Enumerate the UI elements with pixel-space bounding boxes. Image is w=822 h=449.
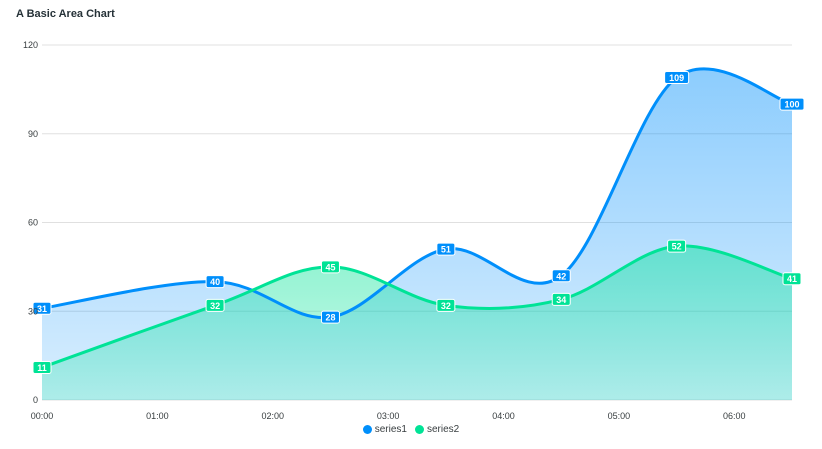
- x-tick-label: 04:00: [492, 411, 515, 421]
- y-tick-label: 30: [28, 306, 38, 316]
- series2-data-label-bg: [551, 292, 571, 306]
- series1-data-label-text: 31: [37, 304, 47, 314]
- series1-data-label-text: 40: [210, 277, 220, 287]
- series1-data-label: 42: [551, 269, 571, 283]
- series2-data-label-text: 11: [37, 363, 47, 373]
- series1-data-label-text: 109: [669, 73, 684, 83]
- chart-title: A Basic Area Chart: [16, 8, 115, 20]
- x-tick-label: 02:00: [262, 411, 285, 421]
- x-tick-label: 06:00: [723, 411, 746, 421]
- axis-labels: 0 30 60 90 120 00:00 01:00 02:00 03:00 04:00 05:00…: [23, 40, 746, 421]
- series1-data-label-text: 100: [784, 100, 799, 110]
- series1-data-label-bg: [551, 269, 571, 283]
- series2-data-label: 11: [32, 360, 52, 374]
- series1-data-label-bg: [205, 275, 225, 289]
- x-tick-label: 03:00: [377, 411, 400, 421]
- series1-data-label: 40: [205, 275, 225, 289]
- x-tick-label: 05:00: [608, 411, 631, 421]
- series2-data-label-bg: [320, 260, 340, 274]
- series2-data-label: 32: [205, 298, 225, 312]
- series2-data-label-bg: [782, 272, 802, 286]
- series1-data-label-bg: [664, 71, 690, 85]
- series2-data-label: 34: [551, 292, 571, 306]
- x-tick-label: 00:00: [31, 411, 54, 421]
- series2-data-label-bg: [667, 239, 687, 253]
- series1-data-label: 51: [436, 242, 456, 256]
- series1-data-label-text: 51: [441, 245, 451, 255]
- series1-data-label-bg: [320, 310, 340, 324]
- series1-data-label: 109: [664, 71, 690, 85]
- series2-data-label-text: 45: [325, 262, 335, 272]
- series2-data-label-text: 52: [672, 242, 682, 252]
- series1-data-label: 100: [779, 97, 805, 111]
- data-labels: 31 40 28 51 42 109 100 11 32 45 32 34 52 41: [32, 71, 805, 374]
- series1-data-label-bg: [32, 301, 52, 315]
- y-tick-label: 120: [23, 40, 38, 50]
- legend-item-series2[interactable]: series2: [415, 424, 459, 435]
- series-areas: [42, 68, 792, 400]
- legend-label: series1: [374, 424, 407, 435]
- series2-data-label-text: 41: [787, 274, 797, 284]
- y-tick-label: 60: [28, 218, 38, 228]
- series1-data-label: 31: [32, 301, 52, 315]
- legend-label: series2: [427, 424, 460, 435]
- legend-item-series1[interactable]: series1: [362, 424, 407, 435]
- series1-data-label-bg: [436, 242, 456, 256]
- series2-data-label-bg: [436, 298, 456, 312]
- x-tick-label: 01:00: [146, 411, 169, 421]
- series2-data-label-bg: [205, 298, 225, 312]
- series2-data-label-text: 32: [441, 301, 451, 311]
- y-tick-label: 90: [28, 129, 38, 139]
- series1-data-label-bg: [779, 97, 805, 111]
- series1-data-label-text: 42: [556, 271, 566, 281]
- series2-data-label: 45: [320, 260, 340, 274]
- series1-data-label: 28: [320, 310, 340, 324]
- series2-data-label: 32: [436, 298, 456, 312]
- series2-data-label-bg: [32, 360, 52, 374]
- series2-data-label: 52: [667, 239, 687, 253]
- legend-marker-icon: [415, 425, 424, 434]
- y-tick-label: 0: [33, 395, 38, 405]
- series2-data-label-text: 34: [556, 295, 566, 305]
- series1-data-label-text: 28: [325, 313, 335, 323]
- series2-area: [42, 245, 792, 400]
- series2-data-label: 41: [782, 272, 802, 286]
- series2-data-label-text: 32: [210, 301, 220, 311]
- legend-marker-icon: [362, 425, 372, 434]
- legend: series1 series2: [0, 424, 822, 437]
